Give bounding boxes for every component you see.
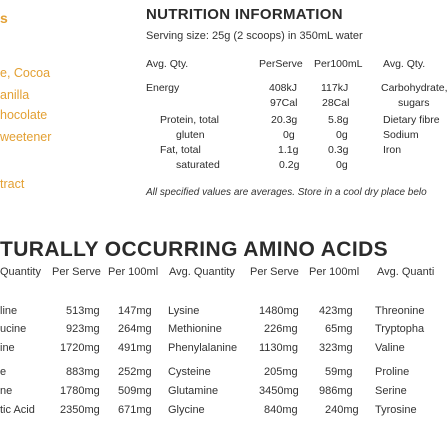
- row-per-serve: 0g: [283, 129, 295, 141]
- amino-per-serve: 1780mg: [60, 385, 100, 397]
- ingredient-item: tract: [0, 177, 25, 191]
- col-per-100ml: Per100mL: [314, 58, 363, 70]
- row-per-serve: 20.3g: [271, 114, 298, 126]
- amino-name: ucine: [0, 323, 27, 335]
- ingredient-item: s: [0, 10, 8, 26]
- amino-per-serve: 513mg: [66, 305, 100, 317]
- amino-per-serve-2: 1130mg: [259, 342, 298, 354]
- row-label: Fat, total: [160, 144, 201, 156]
- col-avg-qty: Avg. Qty.: [146, 58, 189, 70]
- amino-per-100ml: 264mg: [118, 323, 152, 335]
- amino-name: e: [0, 366, 7, 378]
- amino-per-100ml: 491mg: [118, 342, 152, 354]
- amino-per-100ml: 509mg: [118, 385, 152, 397]
- row-per-100ml: 0.3g: [328, 144, 349, 156]
- row-label: gluten: [176, 129, 205, 141]
- table-row: tic Acid 2350mg 671mg Glycine 840mg 240m…: [0, 404, 448, 418]
- nutrition-footnote: All specified values are averages. Store…: [146, 187, 427, 198]
- table-row: ucine 923mg 264mg Methionine 226mg 65mg …: [0, 323, 448, 337]
- amino-per-100ml: 147mg: [118, 305, 152, 317]
- amino-per-100ml: 252mg: [118, 366, 152, 378]
- amino-per-100ml-2: 65mg: [325, 323, 353, 335]
- table-row: ne 1780mg 509mg Glutamine 3450mg 986mg S…: [0, 385, 448, 399]
- amino-name-2: Lysine: [168, 305, 200, 317]
- amino-per-serve: 883mg: [66, 366, 100, 378]
- amino-per-100ml-2: 323mg: [319, 342, 353, 354]
- ingredient-list: s e, Cocoa anilla hocolate weetener trac…: [0, 0, 80, 240]
- col-per-100ml-2: Per 100ml: [309, 266, 360, 278]
- row-per-serve: 0.2g: [279, 159, 300, 171]
- amino-name: ine: [0, 342, 15, 354]
- amino-title: TURALLY OCCURRING AMINO ACIDS: [0, 238, 389, 261]
- amino-name-3: Serine: [375, 385, 407, 397]
- amino-per-serve-2: 3450mg: [259, 385, 299, 397]
- amino-name-2: Glutamine: [168, 385, 219, 397]
- row-per-serve: 1.1g: [278, 144, 299, 156]
- amino-per-serve-2: 1480mg: [259, 305, 299, 317]
- amino-per-serve: 923mg: [66, 323, 100, 335]
- row-per-100ml: 0g: [336, 129, 348, 141]
- col-avg-qty-2: Avg. Qty.: [383, 58, 426, 70]
- amino-name: line: [0, 305, 18, 317]
- amino-per-serve: 1720mg: [60, 342, 100, 354]
- row-label: saturated: [176, 159, 220, 171]
- row-per-100ml: 0g: [336, 159, 348, 171]
- amino-name: ne: [0, 385, 13, 397]
- row-label: Energy: [146, 82, 180, 94]
- serving-size: Serving size: 25g (2 scoops) in 350mL wa…: [146, 30, 363, 42]
- amino-per-serve-2: 205mg: [264, 366, 298, 378]
- col-per-serve-2: Per Serve: [250, 266, 299, 278]
- amino-name-3: Valine: [375, 342, 405, 354]
- amino-header: Quantity Per Serve Per 100ml Avg. Quanti…: [0, 266, 448, 280]
- amino-per-100ml-2: 240mg: [325, 404, 359, 416]
- row-per-100ml: 28Cal: [322, 97, 350, 109]
- table-row: ine 1720mg 491mg Phenylalanine 1130mg 32…: [0, 342, 448, 356]
- amino-name-2: Glycine: [168, 404, 205, 416]
- row-right-label: Sodium: [383, 129, 419, 141]
- row-per-100ml: 117kJ: [321, 82, 349, 94]
- row-label: Protein, total: [160, 114, 219, 126]
- row-right-label: Iron: [383, 144, 402, 156]
- ingredient-item: e, Cocoa: [0, 66, 51, 80]
- amino-per-100ml-2: 986mg: [319, 385, 353, 397]
- col-per-serve: PerServe: [259, 58, 303, 70]
- amino-per-100ml: 671mg: [118, 404, 152, 416]
- amino-name-3: Proline: [375, 366, 410, 378]
- amino-name-3: Threonine: [375, 305, 425, 317]
- row-per-serve: 97Cal: [270, 97, 298, 109]
- amino-name-2: Cysteine: [168, 366, 211, 378]
- ingredient-item: anilla: [0, 88, 30, 102]
- amino-name: tic Acid: [0, 404, 35, 416]
- ingredient-item: hocolate: [0, 108, 48, 122]
- col-quantity: Quantity: [0, 266, 41, 278]
- amino-per-100ml-2: 423mg: [319, 305, 353, 317]
- amino-name-3: Tyrosine: [375, 404, 417, 416]
- amino-per-serve-2: 840mg: [264, 404, 298, 416]
- row-right-label: Dietary fibre: [383, 114, 440, 126]
- col-per-100ml: Per 100ml: [108, 266, 159, 278]
- table-row: line 513mg 147mg Lysine 1480mg 423mg Thr…: [0, 305, 448, 319]
- row-right-label: Carbohydrate, to: [381, 82, 448, 94]
- amino-per-serve-2: 226mg: [264, 323, 298, 335]
- nutrition-title: NUTRITION INFORMATION: [146, 6, 343, 23]
- ingredient-item: weetener: [0, 130, 52, 144]
- col-avg-quantity-2: Avg. Quanti: [377, 266, 435, 278]
- amino-name-2: Phenylalanine: [168, 342, 238, 354]
- row-per-100ml: 5.8g: [328, 114, 349, 126]
- col-per-serve: Per Serve: [52, 266, 101, 278]
- amino-name-2: Methionine: [168, 323, 222, 335]
- amino-per-100ml-2: 59mg: [325, 366, 353, 378]
- amino-per-serve: 2350mg: [60, 404, 100, 416]
- amino-name-3: Tryptopha: [375, 323, 425, 335]
- row-right-label: sugars: [398, 97, 430, 109]
- row-per-serve: 408kJ: [269, 82, 298, 94]
- table-row: e 883mg 252mg Cysteine 205mg 59mg Prolin…: [0, 366, 448, 380]
- col-avg-quantity: Avg. Quantity: [169, 266, 235, 278]
